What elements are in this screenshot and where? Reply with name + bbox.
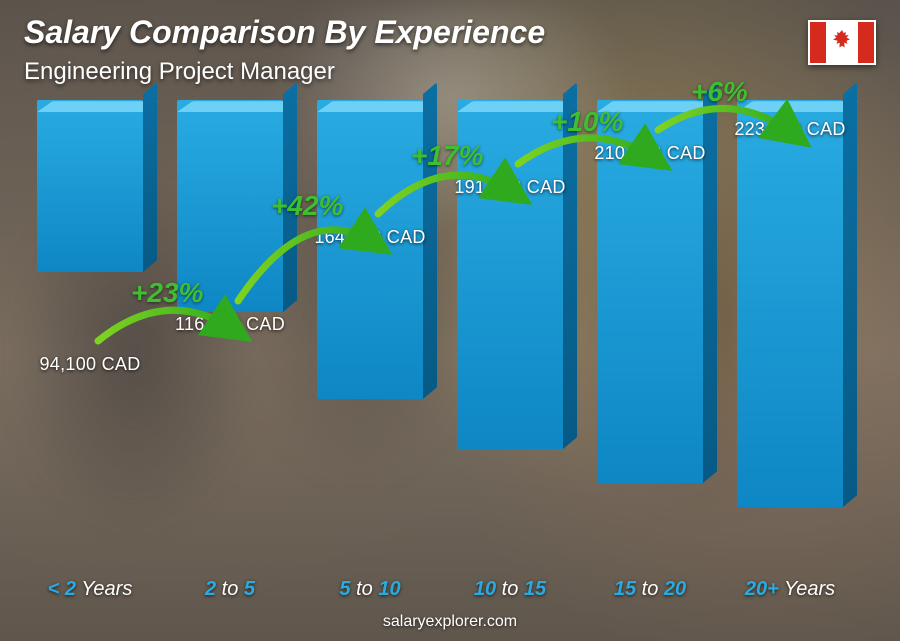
flag-band-right (858, 22, 874, 63)
infographic-canvas: Salary Comparison By Experience Engineer… (0, 0, 900, 641)
bar-value-label: 94,100 CAD (10, 354, 170, 375)
flag-band-left (810, 22, 826, 63)
bar-front (317, 100, 423, 399)
footer-attribution: salaryexplorer.com (0, 613, 900, 631)
bar-top-face (317, 101, 438, 112)
percent-increase-label: +42% (271, 190, 343, 222)
bar-value-label: 223,000 CAD (710, 119, 870, 140)
bar-slot: 223,000 CAD (720, 100, 860, 567)
bar (737, 100, 843, 507)
chart-title: Salary Comparison By Experience (24, 14, 545, 51)
country-flag-canada (808, 20, 876, 65)
bar-slot: 210,000 CAD (580, 100, 720, 567)
bar-value-label: 210,000 CAD (570, 143, 730, 164)
x-axis-label: 2 to 5 (160, 578, 300, 601)
percent-increase-label: +23% (131, 277, 203, 309)
x-axis-label: 20+ Years (720, 578, 860, 601)
maple-leaf-icon (832, 30, 852, 56)
bar-value-label: 164,000 CAD (290, 227, 450, 248)
bar-top-face (737, 101, 858, 112)
x-axis-label: 5 to 10 (300, 578, 440, 601)
x-axis-labels: < 2 Years2 to 55 to 1010 to 1515 to 2020… (20, 578, 860, 601)
bar-slot: 116,000 CAD (160, 100, 300, 567)
percent-increase-label: +6% (691, 76, 748, 108)
percent-increase-label: +17% (411, 140, 483, 172)
chart-subtitle: Engineering Project Manager (24, 58, 335, 86)
x-axis-label: 10 to 15 (440, 578, 580, 601)
flag-band-center (826, 22, 858, 63)
bar-top-face (37, 101, 158, 112)
x-axis-label: 15 to 20 (580, 578, 720, 601)
bar (37, 100, 143, 272)
bar-value-label: 191,000 CAD (430, 177, 590, 198)
bar-front (37, 100, 143, 272)
bar-top-face (177, 101, 298, 112)
bar (317, 100, 423, 399)
bar-side-face (843, 82, 857, 507)
bar-front (737, 100, 843, 507)
bar-side-face (143, 82, 157, 272)
bar-value-label: 116,000 CAD (150, 314, 310, 335)
bar-chart: 94,100 CAD116,000 CAD164,000 CAD191,000 … (20, 100, 860, 601)
bar-slot: 94,100 CAD (20, 100, 160, 567)
percent-increase-label: +10% (551, 106, 623, 138)
x-axis-label: < 2 Years (20, 578, 160, 601)
